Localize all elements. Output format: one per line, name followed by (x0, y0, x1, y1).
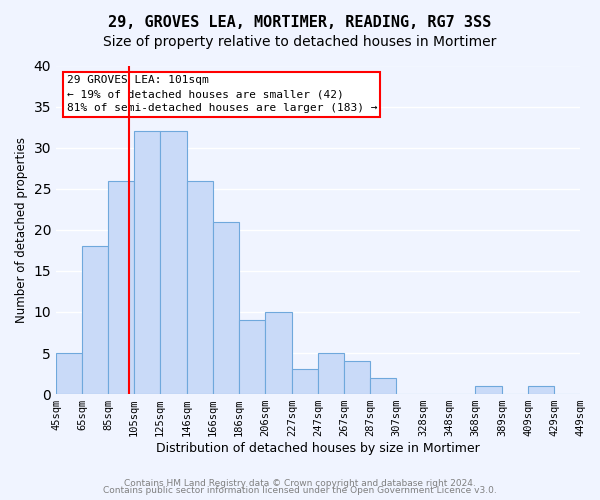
Bar (187, 180, 213, 394)
Text: Contains HM Land Registry data © Crown copyright and database right 2024.: Contains HM Land Registry data © Crown c… (124, 478, 476, 488)
Text: 29, GROVES LEA, MORTIMER, READING, RG7 3SS: 29, GROVES LEA, MORTIMER, READING, RG7 3… (109, 15, 491, 30)
Text: 29 GROVES LEA: 101sqm
← 19% of detached houses are smaller (42)
81% of semi-deta: 29 GROVES LEA: 101sqm ← 19% of detached … (67, 76, 377, 114)
X-axis label: Distribution of detached houses by size in Mortimer: Distribution of detached houses by size … (156, 442, 480, 455)
Bar (475, 386, 502, 394)
Bar (134, 131, 160, 394)
Bar (370, 378, 396, 394)
Bar (108, 180, 134, 394)
Text: Size of property relative to detached houses in Mortimer: Size of property relative to detached ho… (103, 35, 497, 49)
Text: Contains public sector information licensed under the Open Government Licence v3: Contains public sector information licen… (103, 486, 497, 495)
Bar (160, 131, 187, 394)
Bar (265, 312, 292, 394)
Bar (344, 361, 370, 394)
Y-axis label: Number of detached properties: Number of detached properties (15, 137, 28, 323)
Bar (82, 246, 108, 394)
Bar (213, 222, 239, 394)
Bar (528, 386, 554, 394)
Bar (239, 320, 265, 394)
Bar (292, 370, 318, 394)
Bar (318, 353, 344, 394)
Bar (56, 353, 82, 394)
